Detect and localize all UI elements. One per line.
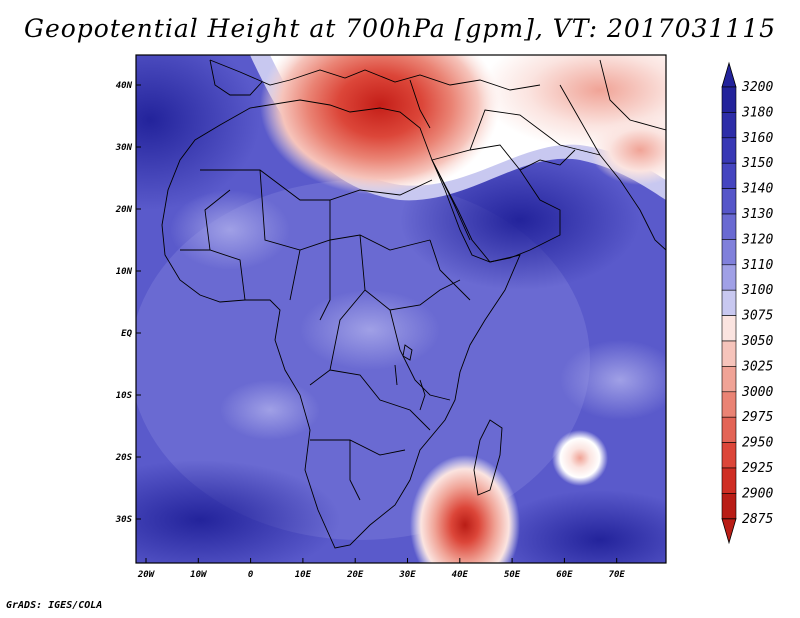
lat-tick-label: 30N <box>115 143 133 153</box>
colorbar-segment <box>721 416 737 443</box>
credit-text: GrADS: IGES/COLA <box>6 600 103 611</box>
colorbar-label: 2975 <box>742 410 773 425</box>
lon-tick-label: 50E <box>504 570 521 580</box>
colorbar-label: 3075 <box>741 309 773 324</box>
colorbar-segment <box>721 137 737 164</box>
colorbar-segment <box>721 213 737 240</box>
colorbar-segment <box>721 340 737 367</box>
lat-tick-label: 10S <box>116 391 133 401</box>
colorbar-segment <box>721 442 737 469</box>
longitude-axis: 20W 10W 0 10E 20E 30E 40E 50E 60E 70E <box>137 558 626 580</box>
lat-tick-label: 30S <box>115 515 133 525</box>
colorbar-label: 2950 <box>742 436 773 451</box>
colorbar-label: 3025 <box>741 359 773 374</box>
lon-tick-label: 20E <box>346 570 364 580</box>
colorbar-label: 3160 <box>741 131 773 146</box>
lon-tick-label: 10E <box>295 570 312 580</box>
lon-tick-label: 10W <box>190 570 208 580</box>
shaded-field <box>136 55 666 563</box>
latitude-axis: 40N 30N 20N 10N EQ 10S 20S 30S <box>115 81 141 525</box>
colorbar-label: 3110 <box>741 258 773 273</box>
coastlines <box>161 59 666 549</box>
lat-tick-label: 40N <box>116 81 133 91</box>
lon-tick-label: 70E <box>609 570 626 580</box>
lon-tick-label: 20W <box>137 570 156 580</box>
colorbar-segment <box>721 467 737 494</box>
lon-tick-label: 60E <box>556 570 573 580</box>
colorbar-segment <box>721 315 737 342</box>
colorbar-segment <box>721 391 737 418</box>
colorbar-segment <box>721 366 737 393</box>
lon-tick-label: 40E <box>452 570 469 580</box>
plot-frame <box>135 54 667 564</box>
colorbar-bottom-arrow <box>721 518 737 545</box>
colorbar-segment <box>721 188 737 215</box>
lat-tick-label: 10N <box>116 267 133 277</box>
colorbar-label: 3100 <box>741 283 773 298</box>
colorbar-segment <box>721 112 737 139</box>
colorbar-label: 2875 <box>742 512 773 527</box>
colorbar-segment <box>721 493 737 520</box>
lat-tick-label: 20N <box>115 205 133 215</box>
colorbar-label: 3180 <box>741 105 773 120</box>
colorbar-label: 3120 <box>741 232 773 247</box>
colorbar-segment <box>721 264 737 291</box>
colorbar-segment <box>721 86 737 113</box>
colorbar-label: 3200 <box>741 80 773 95</box>
colorbar-segment <box>721 162 737 189</box>
colorbar-label: 3050 <box>741 334 773 349</box>
colorbar-label: 2925 <box>742 461 773 476</box>
colorbar-segment <box>721 289 737 316</box>
colorbar-label: 3000 <box>741 385 773 400</box>
colorbar-label: 2900 <box>742 486 773 501</box>
lon-tick-label: 0 <box>248 570 254 580</box>
colorbar-label: 3150 <box>741 156 773 171</box>
colorbar-segment <box>721 239 737 266</box>
colorbar-label: 3140 <box>741 182 773 197</box>
colorbar-top-arrow <box>721 61 737 88</box>
map-title: Geopotential Height at 700hPa [gpm], VT:… <box>23 14 777 43</box>
colorbar: 3200 3180 3160 3150 3140 3130 3120 3110 3100 3075… <box>721 61 773 545</box>
lat-tick-label: EQ <box>121 329 132 339</box>
colorbar-label: 3130 <box>741 207 773 222</box>
lat-tick-label: 20S <box>115 453 133 463</box>
lon-tick-label: 30E <box>398 570 416 580</box>
